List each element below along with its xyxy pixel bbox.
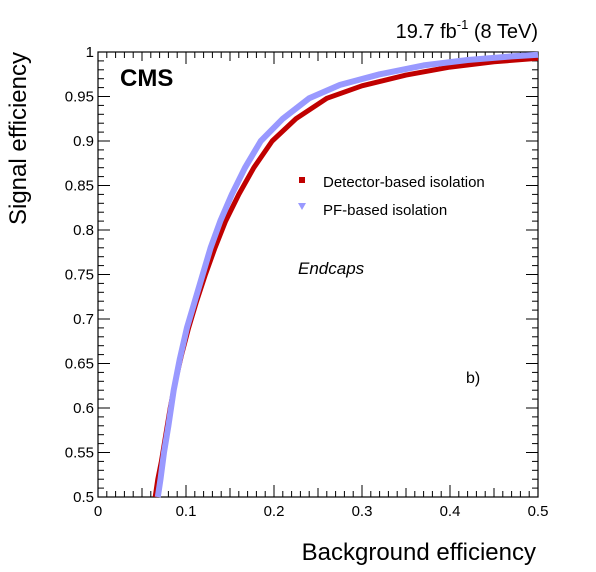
cms-label: CMS — [120, 65, 173, 92]
y-tick-label: 0.8 — [73, 222, 94, 239]
y-tick-label: 0.55 — [65, 445, 94, 462]
x-tick-label: 0.5 — [528, 503, 549, 520]
y-tick-label: 0.85 — [65, 178, 94, 195]
axis-ticks: 0 0.1 0.2 0.3 0.4 0.5 0.5 0.55 0.6 0.65 0.7 0.75 0.8… — [65, 44, 549, 520]
y-axis-title: Signal efficiency — [5, 52, 32, 225]
y-tick-label: 0.5 — [73, 489, 94, 506]
panel-label: b) — [466, 370, 480, 387]
x-tick-label: 0.2 — [264, 503, 285, 520]
x-tick-label: 0.4 — [440, 503, 461, 520]
y-tick-label: 0.75 — [65, 267, 94, 284]
legend-marker-pf — [298, 203, 306, 210]
pf-isolation-curve — [154, 51, 539, 498]
y-tick-label: 0.6 — [73, 400, 94, 417]
lumi-label: 19.7 fb-1 (8 TeV) — [396, 17, 538, 43]
y-tick-label: 1 — [86, 44, 94, 61]
y-tick-label: 0.65 — [65, 356, 94, 373]
x-tick-label: 0.1 — [176, 503, 197, 520]
y-tick-label: 0.95 — [65, 89, 94, 106]
series-curves — [152, 51, 539, 498]
x-tick-label: 0.3 — [352, 503, 373, 520]
y-tick-label: 0.9 — [73, 133, 94, 150]
x-axis-title: Background efficiency — [302, 539, 536, 566]
y-tick-label: 0.7 — [73, 311, 94, 328]
legend-label-detector: Detector-based isolation — [323, 174, 485, 191]
region-label: Endcaps — [298, 259, 365, 278]
x-tick-label: 0 — [94, 503, 102, 520]
legend: Detector-based isolation PF-based isolat… — [298, 174, 485, 219]
legend-label-pf: PF-based isolation — [323, 202, 447, 219]
legend-marker-detector — [299, 177, 305, 183]
